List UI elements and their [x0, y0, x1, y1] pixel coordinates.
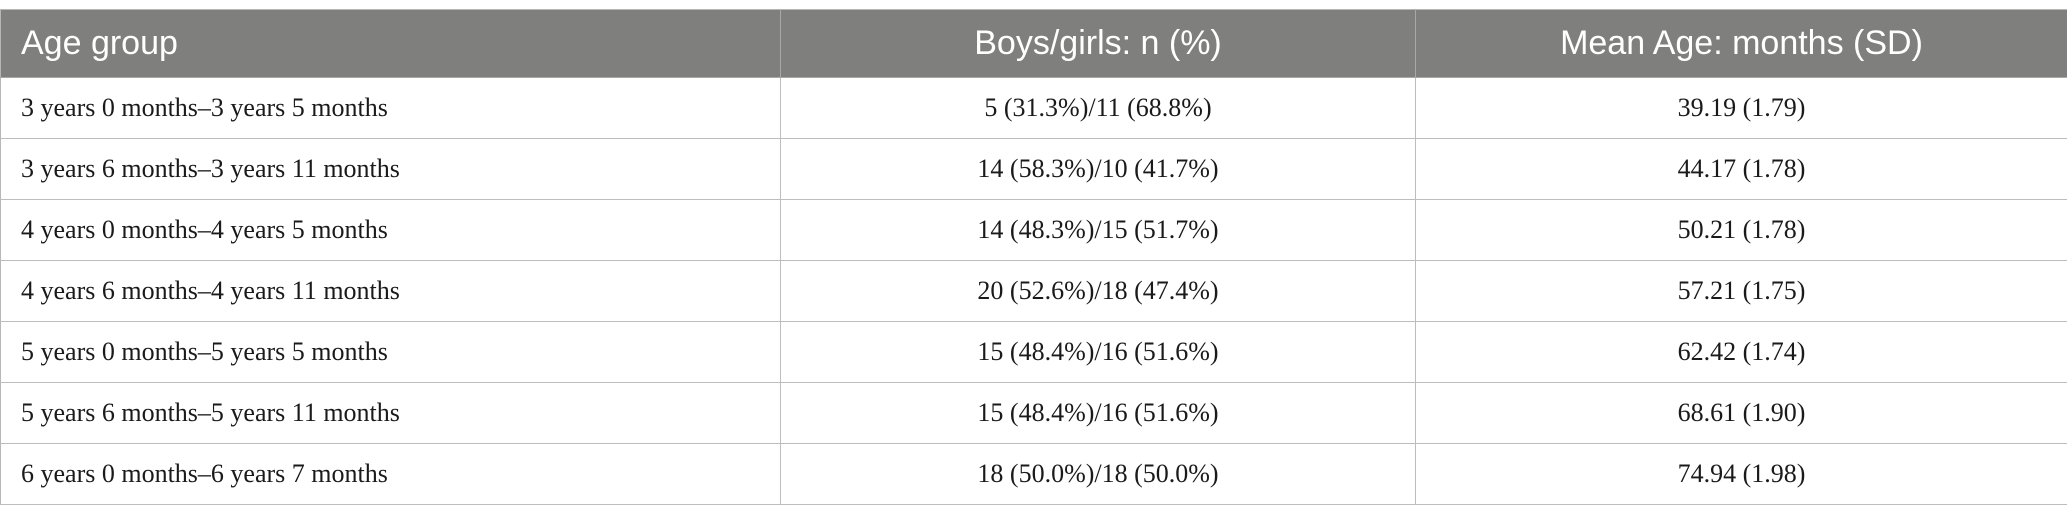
table-row: 6 years 0 months–6 years 7 months 18 (50… [0, 443, 2067, 505]
cell-mean-age: 74.94 (1.98) [1415, 443, 2067, 505]
cell-mean-age: 39.19 (1.79) [1415, 77, 2067, 139]
cell-boys-girls: 14 (58.3%)/10 (41.7%) [780, 138, 1416, 200]
table-row: 3 years 0 months–3 years 5 months 5 (31.… [0, 77, 2067, 139]
cell-age-group: 4 years 0 months–4 years 5 months [0, 199, 781, 261]
cell-age-group: 6 years 0 months–6 years 7 months [0, 443, 781, 505]
age-group-table: Age group Boys/girls: n (%) Mean Age: mo… [0, 9, 2067, 505]
header-age-group: Age group [0, 9, 781, 78]
cell-boys-girls: 18 (50.0%)/18 (50.0%) [780, 443, 1416, 505]
cell-age-group: 5 years 0 months–5 years 5 months [0, 321, 781, 383]
cell-age-group: 4 years 6 months–4 years 11 months [0, 260, 781, 322]
cell-age-group: 3 years 0 months–3 years 5 months [0, 77, 781, 139]
header-mean-age: Mean Age: months (SD) [1415, 9, 2067, 78]
table-row: 4 years 6 months–4 years 11 months 20 (5… [0, 260, 2067, 322]
data-table-container: Age group Boys/girls: n (%) Mean Age: mo… [0, 9, 2067, 505]
table-row: 5 years 0 months–5 years 5 months 15 (48… [0, 321, 2067, 383]
table-row: 5 years 6 months–5 years 11 months 15 (4… [0, 382, 2067, 444]
cell-boys-girls: 20 (52.6%)/18 (47.4%) [780, 260, 1416, 322]
cell-age-group: 5 years 6 months–5 years 11 months [0, 382, 781, 444]
cell-mean-age: 62.42 (1.74) [1415, 321, 2067, 383]
table-header-row: Age group Boys/girls: n (%) Mean Age: mo… [0, 9, 2067, 78]
cell-mean-age: 68.61 (1.90) [1415, 382, 2067, 444]
table-row: 4 years 0 months–4 years 5 months 14 (48… [0, 199, 2067, 261]
header-boys-girls: Boys/girls: n (%) [780, 9, 1416, 78]
cell-age-group: 3 years 6 months–3 years 11 months [0, 138, 781, 200]
cell-boys-girls: 15 (48.4%)/16 (51.6%) [780, 382, 1416, 444]
table-row: 3 years 6 months–3 years 11 months 14 (5… [0, 138, 2067, 200]
cell-boys-girls: 15 (48.4%)/16 (51.6%) [780, 321, 1416, 383]
cell-mean-age: 57.21 (1.75) [1415, 260, 2067, 322]
cell-mean-age: 44.17 (1.78) [1415, 138, 2067, 200]
cell-mean-age: 50.21 (1.78) [1415, 199, 2067, 261]
cell-boys-girls: 14 (48.3%)/15 (51.7%) [780, 199, 1416, 261]
cell-boys-girls: 5 (31.3%)/11 (68.8%) [780, 77, 1416, 139]
